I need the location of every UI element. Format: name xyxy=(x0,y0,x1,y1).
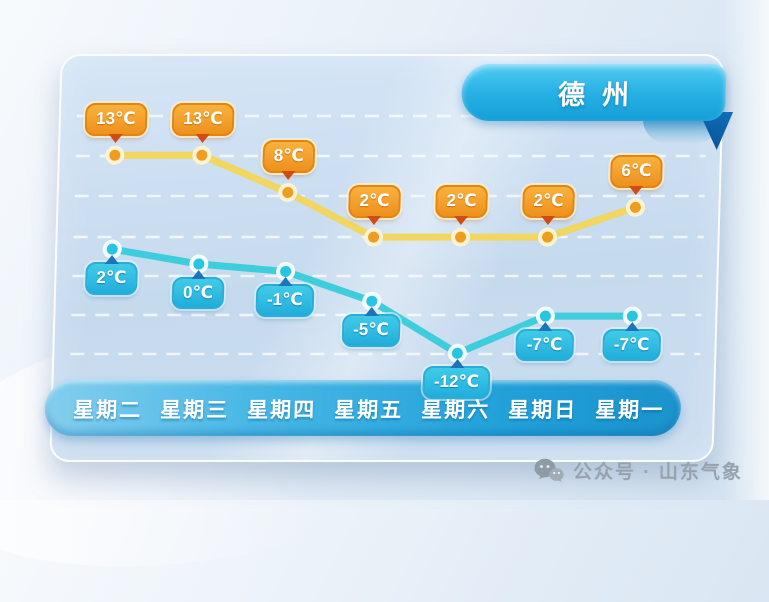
forecast-card: 13℃ 13℃ 8℃ 2℃ 2℃ 2℃ 6℃ 2℃ 0℃ -1℃ -5℃ -12℃ -7℃ -7℃ 星期二… xyxy=(44,54,727,462)
day-label: 星期六 xyxy=(420,399,491,422)
low-temp-badge: -7℃ xyxy=(602,329,661,362)
temperature-chart xyxy=(70,114,708,363)
low-temp-point-center xyxy=(366,295,378,307)
low-temp-point-center xyxy=(193,258,205,270)
high-temp-point-center xyxy=(109,149,121,161)
high-temp-point-center xyxy=(455,231,467,243)
day-label: 星期四 xyxy=(246,399,317,422)
low-temp-point-center xyxy=(626,310,638,322)
low-temp-badge: -5℃ xyxy=(341,314,401,347)
high-temp-point-center xyxy=(542,231,554,243)
high-temp-badge: 13℃ xyxy=(171,103,235,136)
high-temp-point-center xyxy=(629,201,641,213)
day-label: 星期日 xyxy=(507,399,578,422)
day-label: 星期五 xyxy=(333,399,404,422)
day-label: 星期二 xyxy=(72,399,143,422)
low-temp-badge: 2℃ xyxy=(84,262,138,295)
high-temp-point-center xyxy=(282,186,294,198)
high-temp-badge: 2℃ xyxy=(435,185,489,218)
watermark-text: 公众号 · 山东气象 xyxy=(573,462,743,483)
low-temp-point-center xyxy=(106,243,118,255)
city-title: 德州 xyxy=(557,80,647,110)
high-temp-badge: 8℃ xyxy=(262,140,316,173)
high-temp-badge: 13℃ xyxy=(84,103,148,136)
low-temp-badge: 0℃ xyxy=(171,277,225,310)
day-label: 星期一 xyxy=(594,399,665,422)
low-temp-point-center xyxy=(280,265,292,277)
background-band xyxy=(723,0,769,500)
high-temp-badge: 2℃ xyxy=(522,185,576,218)
low-temp-point-center xyxy=(539,310,551,322)
day-label: 星期三 xyxy=(159,399,230,422)
low-temp-badge: -7℃ xyxy=(515,329,574,362)
high-temp-badge: 2℃ xyxy=(348,185,402,218)
low-temp-point-center xyxy=(451,347,463,359)
high-temp-point-center xyxy=(196,149,208,161)
wechat-icon xyxy=(534,458,564,482)
watermark: 公众号 · 山东气象 xyxy=(534,457,743,484)
high-temp-point-center xyxy=(368,231,380,243)
high-temp-badge: 6℃ xyxy=(609,155,663,188)
low-temp-badge: -1℃ xyxy=(255,284,315,317)
city-banner: 德州 xyxy=(460,64,727,121)
